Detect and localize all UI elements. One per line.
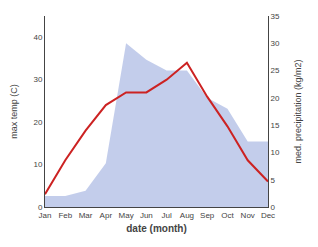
svg-text:0: 0 — [271, 203, 276, 212]
svg-text:Mar: Mar — [79, 211, 93, 220]
svg-text:15: 15 — [271, 121, 280, 130]
svg-text:Feb: Feb — [58, 211, 72, 220]
svg-text:0: 0 — [38, 203, 43, 212]
svg-text:20: 20 — [33, 118, 42, 127]
svg-text:5: 5 — [271, 176, 276, 185]
svg-text:25: 25 — [271, 66, 280, 75]
svg-text:Jun: Jun — [140, 211, 153, 220]
svg-text:Sep: Sep — [200, 211, 215, 220]
svg-text:40: 40 — [33, 33, 42, 42]
svg-text:med. precipitation (kg/m2): med. precipitation (kg/m2) — [293, 59, 303, 163]
svg-text:Oct: Oct — [221, 211, 234, 220]
svg-text:10: 10 — [33, 160, 42, 169]
svg-text:Jan: Jan — [39, 211, 52, 220]
svg-text:May: May — [119, 211, 134, 220]
svg-text:Nov: Nov — [241, 211, 255, 220]
svg-text:Jul: Jul — [162, 211, 172, 220]
svg-text:Apr: Apr — [100, 211, 113, 220]
svg-text:30: 30 — [33, 75, 42, 84]
svg-text:10: 10 — [271, 148, 280, 157]
svg-text:35: 35 — [271, 12, 280, 21]
svg-text:30: 30 — [271, 39, 280, 48]
svg-text:20: 20 — [271, 94, 280, 103]
svg-text:Aug: Aug — [180, 211, 194, 220]
svg-text:Dec: Dec — [261, 211, 275, 220]
svg-text:max temp (C): max temp (C) — [9, 84, 19, 139]
svg-text:date (month): date (month) — [126, 223, 187, 234]
